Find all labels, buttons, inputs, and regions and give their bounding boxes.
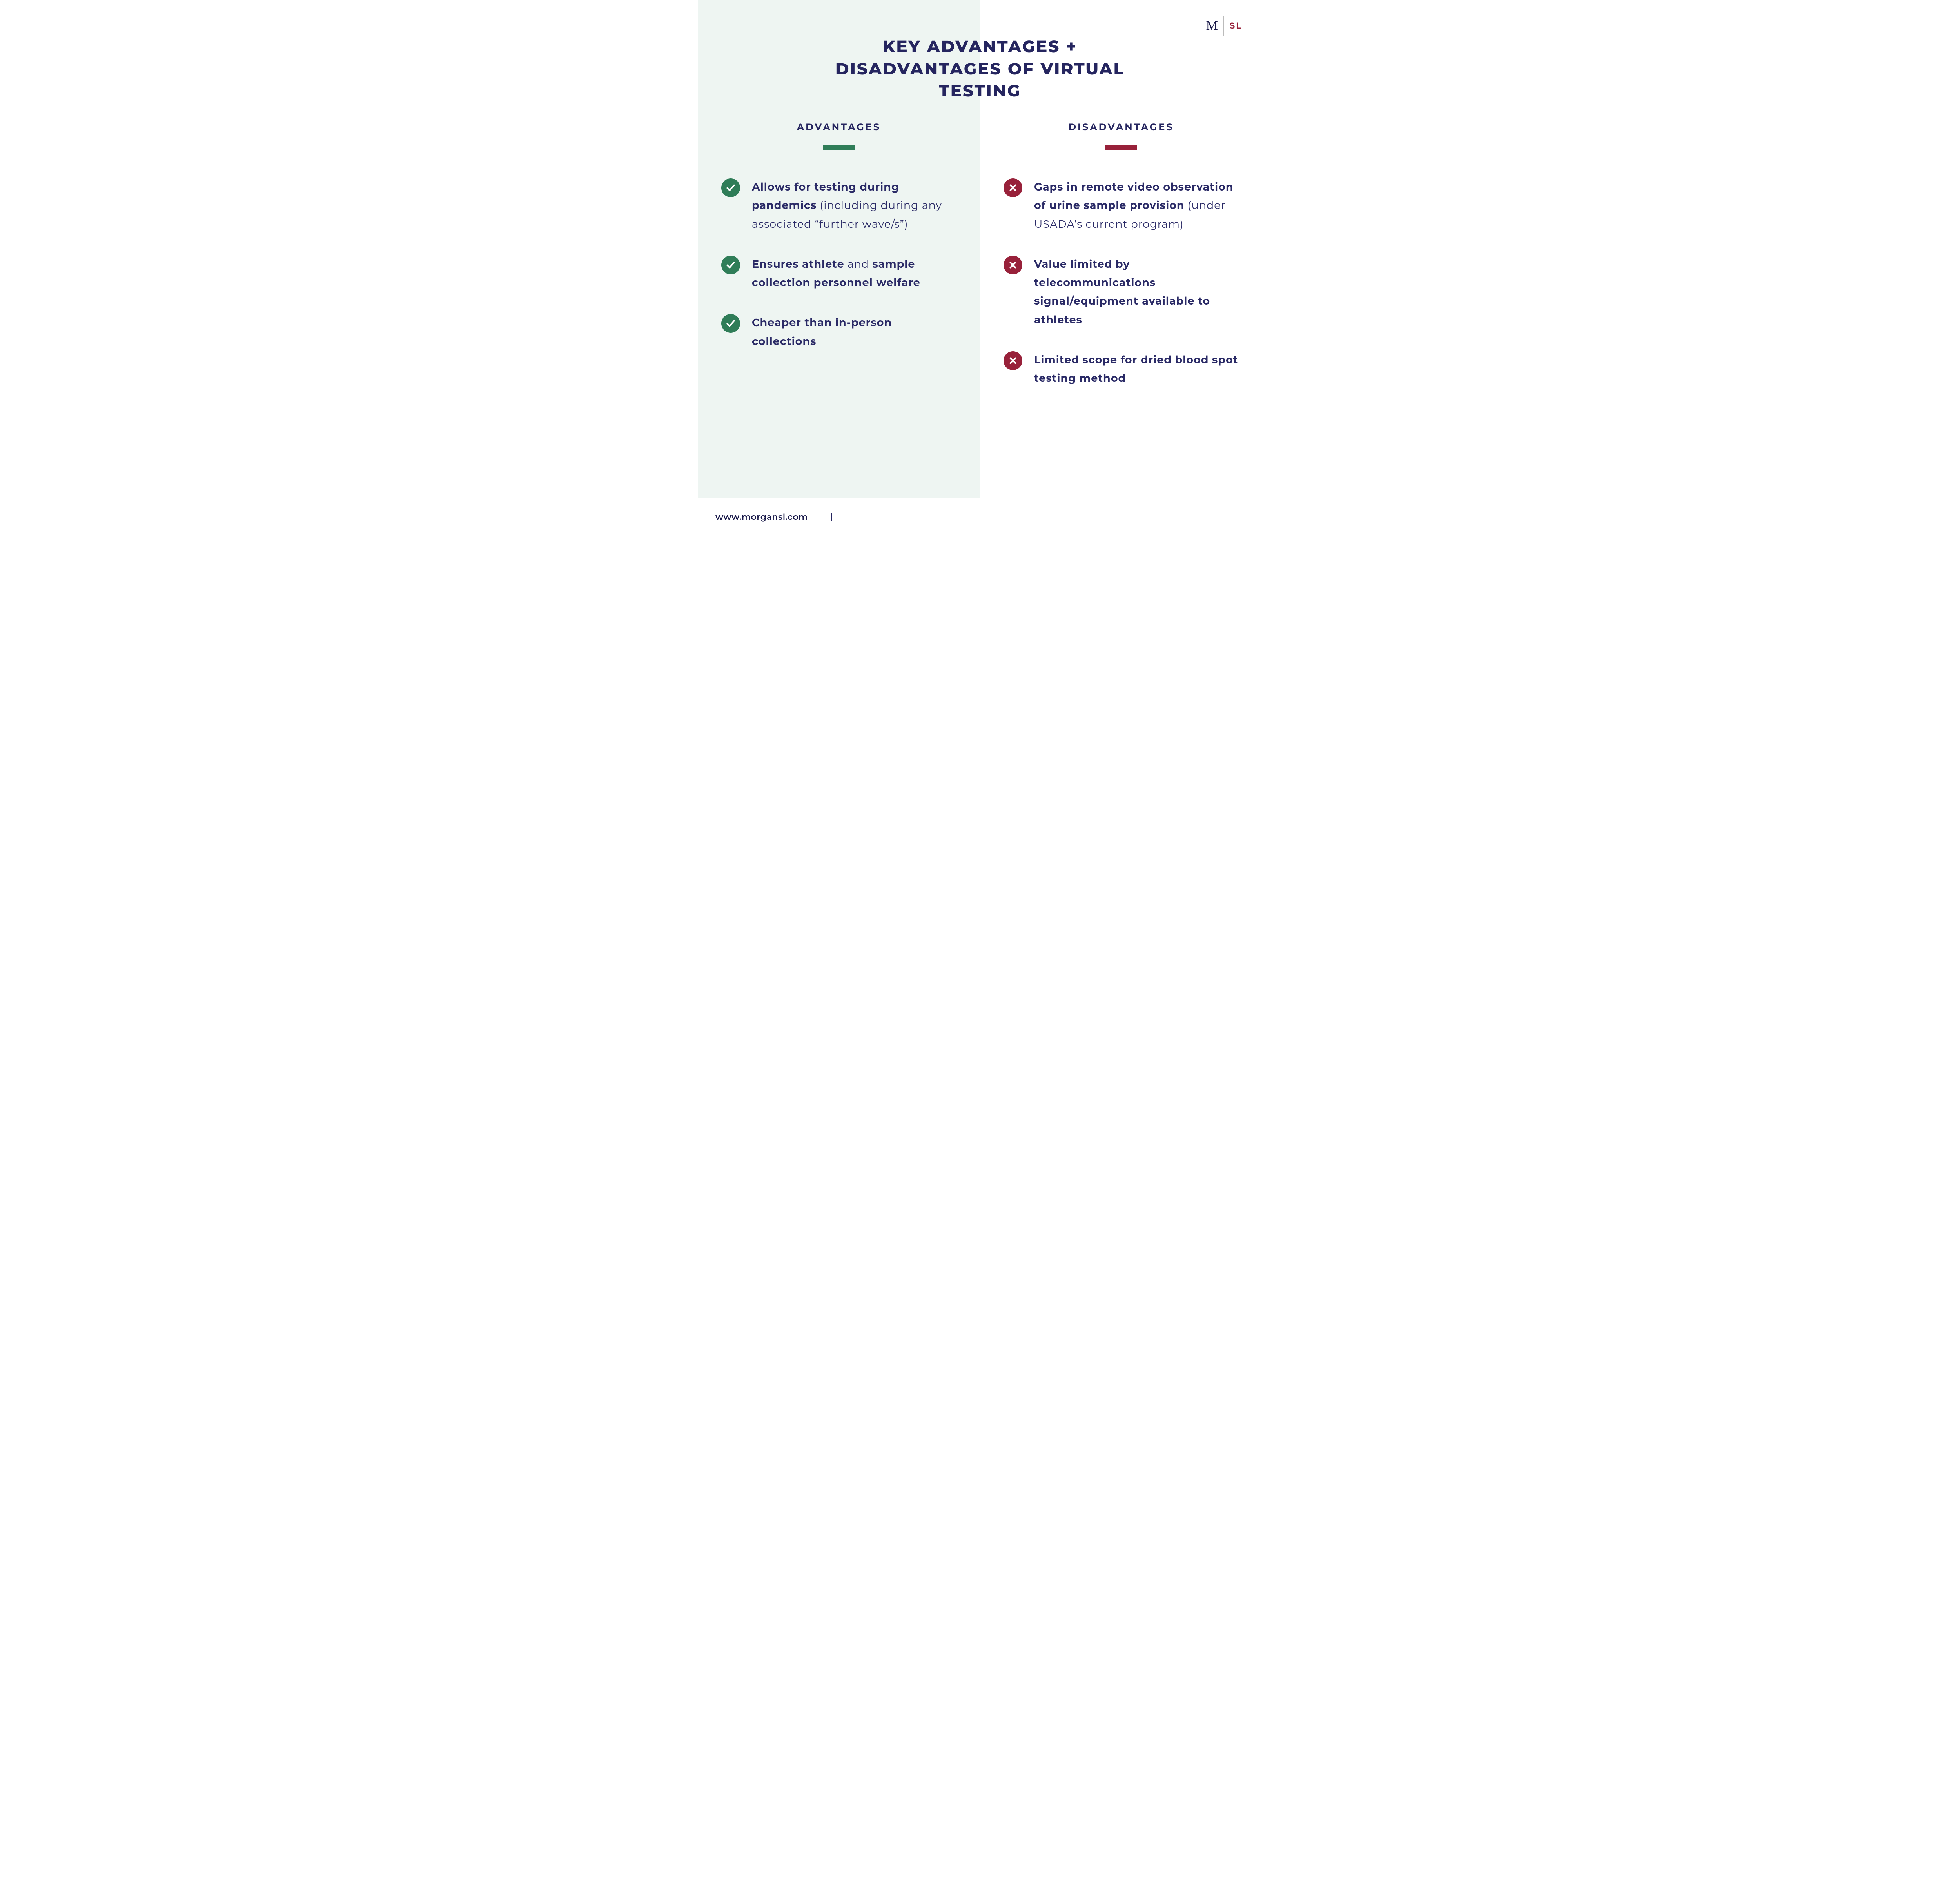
advantage-item: Cheaper than in-person collections [721,313,956,351]
infographic-container: M SL KEY ADVANTAGES + DISADVANTAGES OF V… [698,0,1262,536]
disadvantage-text: Limited scope for dried blood spot testi… [1034,351,1239,388]
cross-icon [1004,178,1022,197]
cross-icon [1004,256,1022,274]
advantages-items: Allows for testing during pandemics (inc… [721,178,956,351]
disadvantages-bar [1105,145,1137,150]
cross-icon [1004,351,1022,370]
disadvantages-items: Gaps in remote video observation of urin… [1004,178,1239,387]
footer-url: www.morgansl.com [715,512,808,522]
footer: www.morgansl.com [698,498,1262,536]
logo-divider [1223,16,1224,36]
check-icon [721,314,740,333]
check-icon [721,178,740,197]
logo-m-text: M [1206,18,1218,33]
main-title: KEY ADVANTAGES + DISADVANTAGES OF VIRTUA… [804,35,1156,102]
disadvantage-text: Gaps in remote video observation of urin… [1034,178,1239,233]
footer-line-wrap [831,513,1245,521]
advantage-item: Ensures athlete and sample collection pe… [721,255,956,292]
advantages-bar [823,145,855,150]
advantages-heading: ADVANTAGES [721,122,956,133]
advantage-text: Ensures athlete and sample collection pe… [752,255,956,292]
advantage-item: Allows for testing during pandemics (inc… [721,178,956,233]
disadvantage-item: Gaps in remote video observation of urin… [1004,178,1239,233]
logo-sl-text: SL [1229,21,1243,31]
disadvantages-header: DISADVANTAGES [1004,122,1239,150]
advantages-header: ADVANTAGES [721,122,956,150]
disadvantage-text: Value limited by telecommunications sign… [1034,255,1239,329]
disadvantage-item: Limited scope for dried blood spot testi… [1004,351,1239,388]
advantage-text: Cheaper than in-person collections [752,313,956,351]
logo: M SL [1206,16,1243,36]
disadvantage-item: Value limited by telecommunications sign… [1004,255,1239,329]
advantage-text: Allows for testing during pandemics (inc… [752,178,956,233]
check-icon [721,256,740,274]
disadvantages-heading: DISADVANTAGES [1004,122,1239,133]
